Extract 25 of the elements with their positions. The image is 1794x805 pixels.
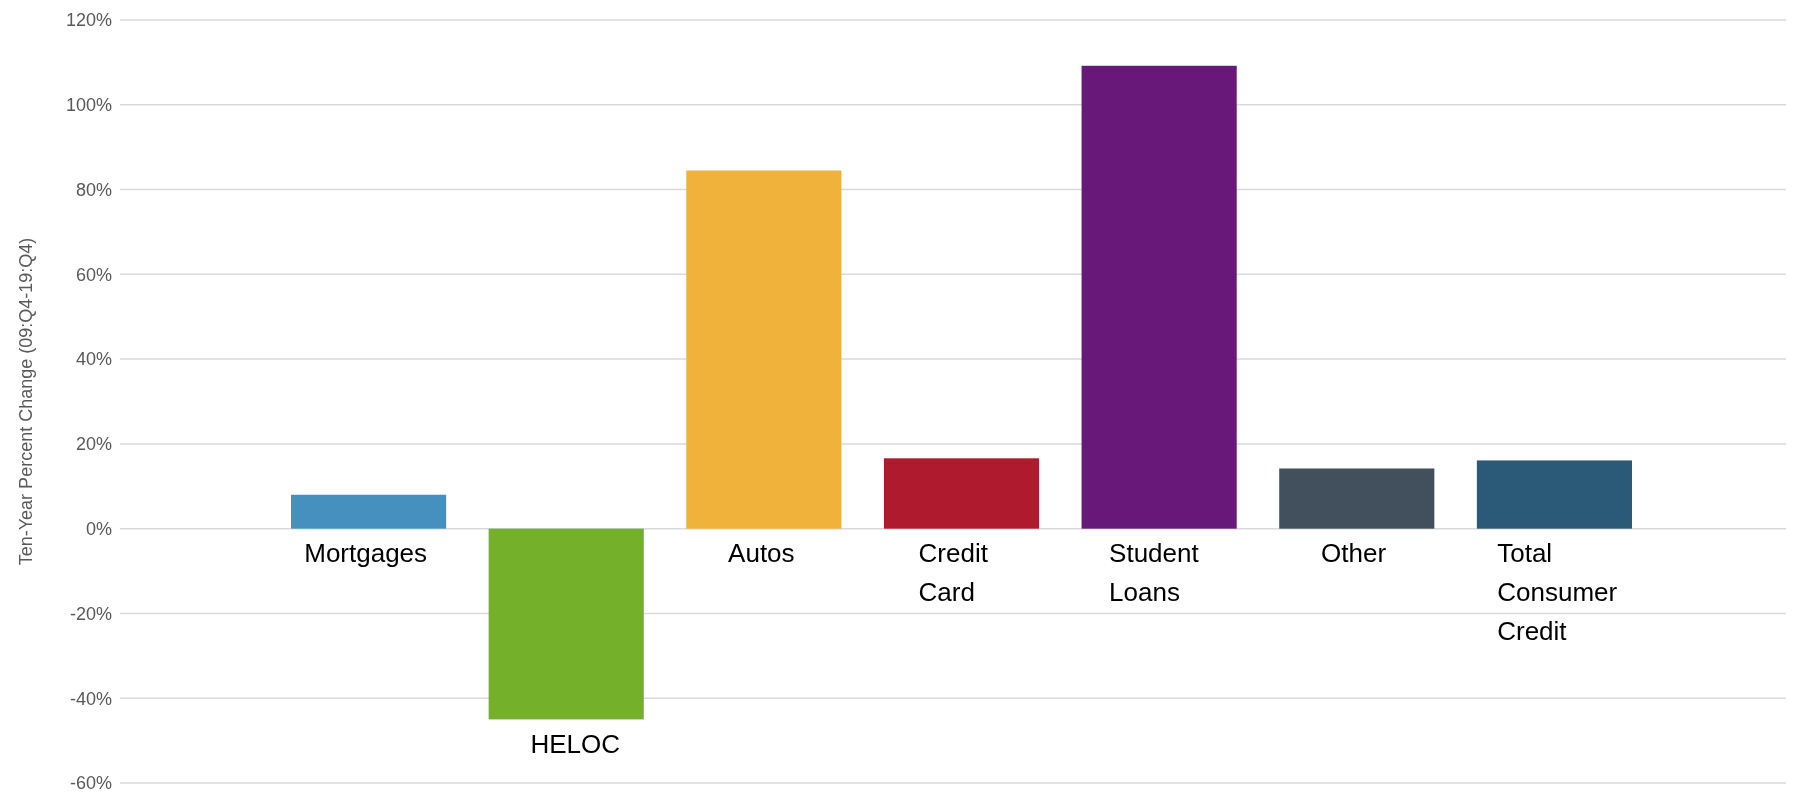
y-tick-label: 0% [85, 518, 112, 539]
y-tick-label: -20% [69, 603, 112, 624]
bar [883, 458, 1040, 529]
bar [686, 170, 842, 529]
x-tick-label: HELOC [530, 728, 621, 759]
bar [1081, 65, 1237, 529]
y-tick-label: 40% [75, 349, 112, 370]
x-tick-label: Credit Card [918, 537, 989, 607]
y-tick-label: 60% [75, 264, 112, 285]
x-tick-label: Student Loans [1109, 537, 1200, 607]
y-tick-label: 80% [75, 179, 112, 200]
bar [1279, 468, 1435, 529]
x-tick-label: Other [1321, 537, 1387, 568]
bar [488, 528, 644, 720]
y-tick-label: 20% [75, 434, 112, 455]
y-tick-label: -60% [69, 773, 112, 794]
bar [291, 494, 447, 529]
y-tick-label: 100% [65, 95, 112, 116]
y-axis-title: Ten-Year Percent Change (09:Q4-19:Q4) [16, 237, 36, 566]
bar [1476, 460, 1632, 529]
y-tick-label: -40% [69, 688, 112, 709]
x-tick-label: Mortgages [304, 537, 428, 568]
x-tick-label: Autos [728, 537, 795, 568]
y-tick-label: 120% [65, 10, 112, 31]
x-tick-label: Total Consumer Credit [1497, 537, 1618, 646]
